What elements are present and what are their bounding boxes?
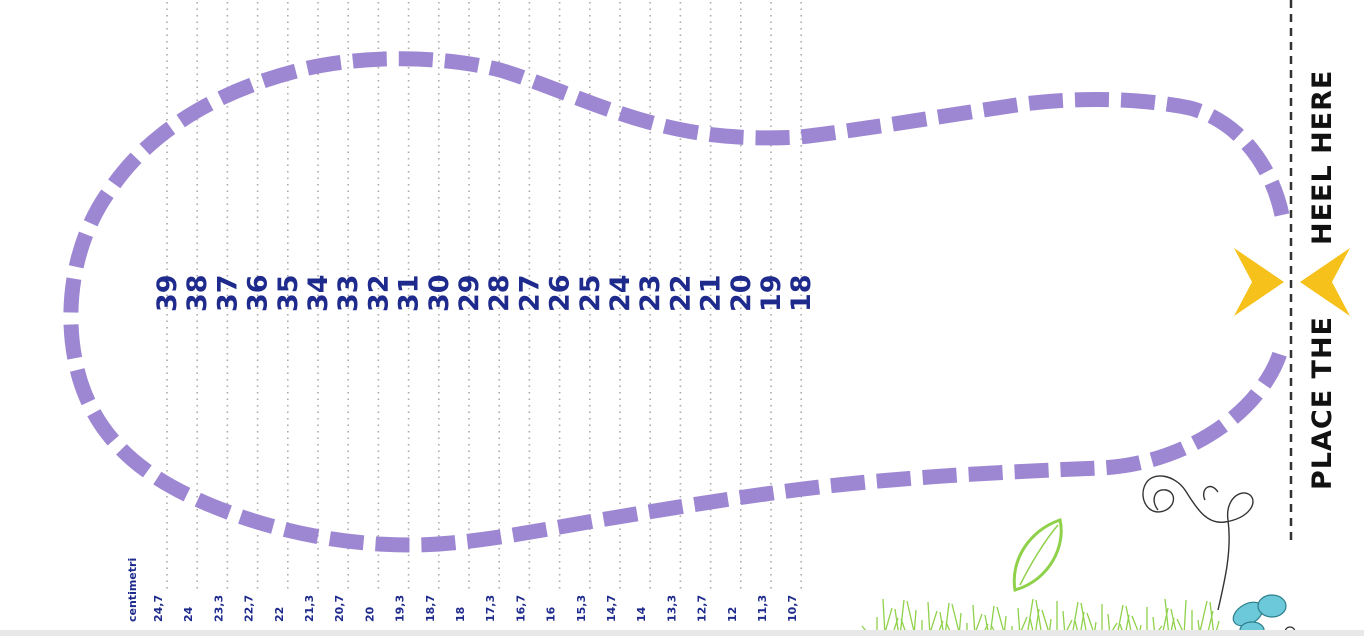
centimeter-label: 17,3 — [484, 595, 497, 622]
swirl-doodle — [1142, 475, 1254, 611]
shoe-size-label: 31 — [394, 274, 425, 312]
shoe-size-label: 21 — [696, 274, 727, 312]
centimeter-labels: 24,7 24 23,3 22,7 22 21,3 20,7 20 19,3 18,7 18 17,3… — [152, 595, 799, 622]
cm-unit-label: centimetri — [126, 558, 139, 622]
shoe-size-label: 35 — [273, 274, 304, 312]
centimeter-label: 20 — [363, 606, 376, 622]
centimeter-label: 14,7 — [605, 595, 618, 622]
centimeter-label: 22,7 — [243, 595, 256, 622]
shoe-size-label: 27 — [514, 274, 545, 312]
centimeter-label: 13,3 — [665, 595, 678, 622]
centimeter-label: 23,3 — [212, 595, 225, 622]
heel-arrow-left — [1234, 248, 1284, 316]
centimeter-label: 22 — [273, 607, 286, 622]
shoe-size-label: 28 — [484, 274, 515, 312]
heel-instruction-part2: HEEL HERE — [1307, 70, 1338, 245]
centimeter-label: 21,3 — [303, 595, 316, 622]
shoe-size-label: 24 — [605, 274, 636, 312]
shoe-size-label: 18 — [786, 274, 817, 312]
page-bottom-edge — [0, 630, 1364, 636]
shoe-size-label: 30 — [424, 274, 455, 312]
centimeter-label: 15,3 — [575, 595, 588, 622]
shoe-size-label: 38 — [182, 274, 213, 312]
centimeter-label: 16 — [545, 606, 558, 622]
shoe-size-label: 29 — [454, 274, 485, 312]
shoe-size-label: 23 — [635, 274, 666, 312]
centimeter-label: 10,7 — [786, 595, 799, 622]
centimeter-label: 16,7 — [514, 595, 527, 622]
centimeter-label: 19,3 — [394, 595, 407, 622]
shoe-size-label: 37 — [212, 274, 243, 312]
shoe-size-label: 20 — [726, 274, 757, 312]
leaf-doodle — [1012, 518, 1063, 592]
centimeter-label: 20,7 — [333, 595, 346, 622]
centimeter-label: 14 — [635, 606, 648, 622]
centimeter-label: 12,7 — [696, 595, 709, 622]
shoe-size-label: 34 — [303, 274, 334, 312]
shoe-size-label: 32 — [363, 274, 394, 312]
shoe-size-label: 19 — [756, 274, 787, 312]
shoe-size-label: 36 — [243, 274, 274, 312]
shoe-size-labels: 39 38 37 36 35 34 33 32 31 30 29 28 27 26 25 24 23 22 21 20… — [152, 274, 817, 312]
foot-outline — [63, 51, 1290, 553]
centimeter-label: 18 — [454, 607, 467, 622]
shoe-size-label: 25 — [575, 274, 606, 312]
centimeter-label: 12 — [726, 607, 739, 622]
heel-instruction-part1: PLACE THE — [1307, 316, 1338, 490]
measurement-guide-lines — [166, 2, 803, 590]
shoe-size-label: 39 — [152, 274, 183, 312]
heel-arrow-right — [1300, 248, 1350, 316]
centimeter-label: 24,7 — [152, 595, 165, 622]
centimeter-label: 11,3 — [756, 595, 769, 622]
centimeter-label: 24 — [182, 606, 195, 622]
shoe-size-label: 33 — [333, 274, 364, 312]
shoe-size-label: 22 — [665, 274, 696, 312]
shoe-size-label: 26 — [545, 274, 576, 312]
centimeter-label: 18,7 — [424, 595, 437, 622]
